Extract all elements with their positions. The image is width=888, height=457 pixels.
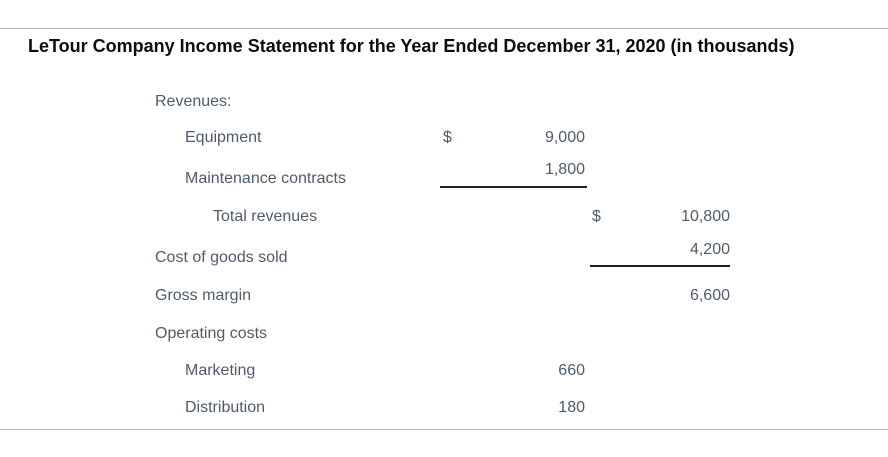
currency-symbol-col2: $ [592, 208, 601, 225]
amount-equipment: 9,000 [544, 129, 585, 146]
top-divider [0, 28, 888, 29]
currency-symbol-col1: $ [443, 129, 452, 146]
amount-total-revenues: 10,800 [681, 208, 730, 225]
row-label-operating-costs: Operating costs [155, 325, 268, 342]
row-label-cost-of-goods-sold: Cost of goods sold [155, 249, 288, 266]
amount-distribution: 180 [558, 399, 585, 416]
row-label-revenues: Revenues: [155, 93, 232, 110]
amount-cost-of-goods-sold: 4,200 [689, 241, 730, 258]
bottom-divider [0, 429, 888, 430]
amount-marketing: 660 [558, 362, 585, 379]
row-label-marketing: Marketing [185, 362, 256, 379]
subtotal-rule-col2 [590, 265, 730, 267]
row-label-distribution: Distribution [185, 399, 266, 416]
row-label-maintenance-contracts: Maintenance contracts [185, 170, 346, 187]
amount-gross-margin: 6,600 [689, 287, 730, 304]
subtotal-rule-col1 [440, 186, 587, 188]
row-label-total-revenues: Total revenues [213, 208, 318, 225]
page-title: LeTour Company Income Statement for the … [28, 36, 795, 56]
row-label-gross-margin: Gross margin [155, 287, 252, 304]
row-label-equipment: Equipment [185, 129, 262, 146]
amount-maintenance-contracts: 1,800 [544, 161, 585, 178]
